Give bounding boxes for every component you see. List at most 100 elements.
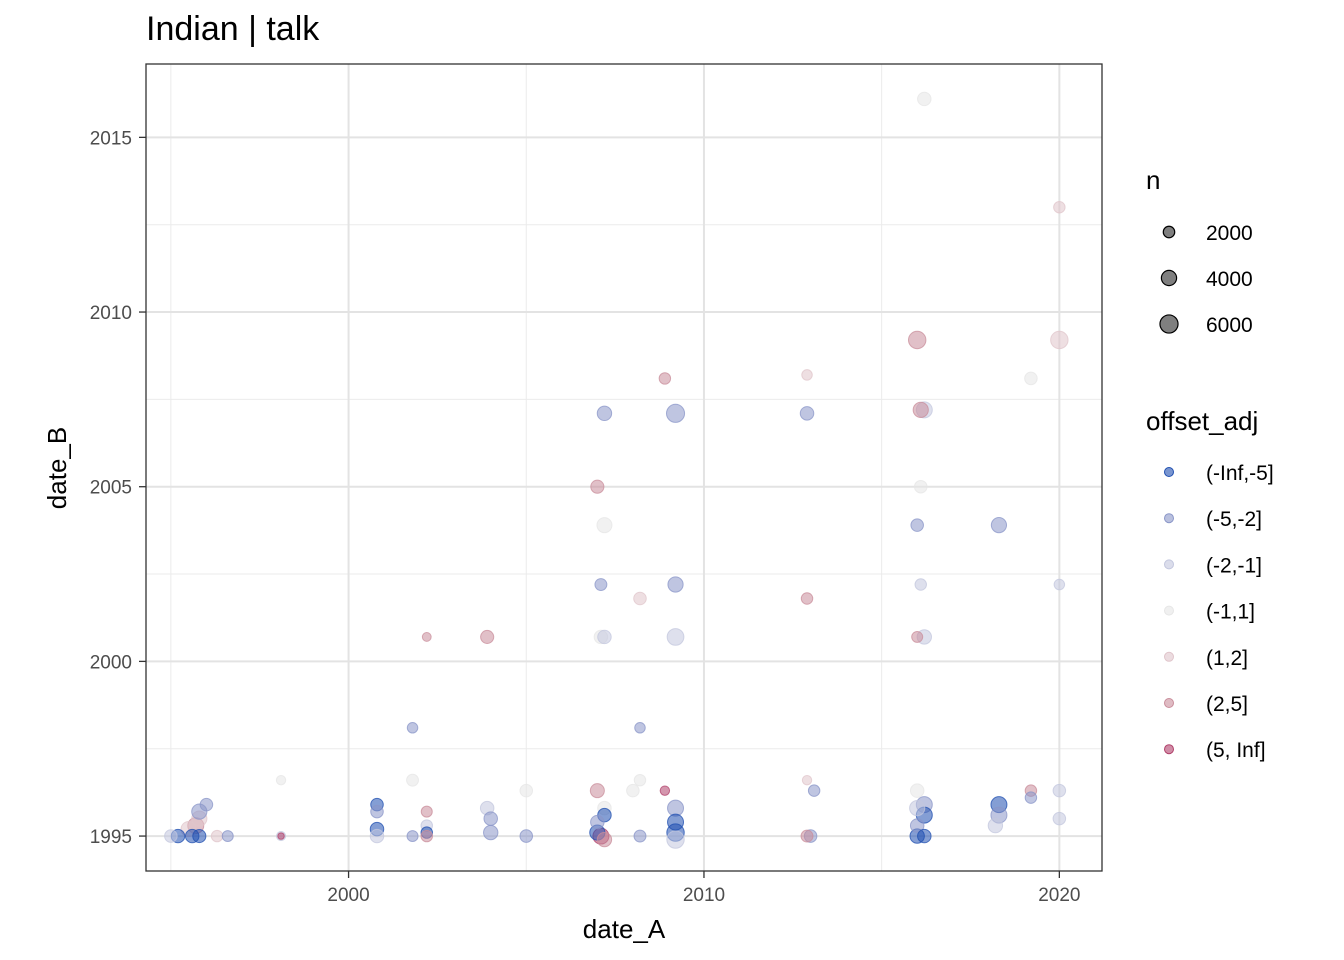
color-legend-label: (-Inf,-5] xyxy=(1206,462,1274,485)
data-point xyxy=(912,401,929,418)
color-legend-label: (5, Inf] xyxy=(1206,739,1266,762)
data-point xyxy=(909,800,926,817)
data-point xyxy=(1050,330,1069,350)
data-points xyxy=(164,91,1069,849)
data-point xyxy=(909,818,925,833)
y-tick-label: 1995 xyxy=(90,827,132,848)
color-legend-label: (-5,-2] xyxy=(1206,508,1262,531)
data-point xyxy=(666,628,685,646)
y-tick-label: 2015 xyxy=(90,128,132,149)
data-point xyxy=(633,591,647,606)
x-axis-title: date_A xyxy=(583,914,666,944)
data-point xyxy=(275,774,287,786)
data-point xyxy=(589,783,605,799)
data-point xyxy=(801,369,813,381)
data-point xyxy=(483,824,499,841)
data-point xyxy=(799,406,815,421)
color-legend-label: (2,5] xyxy=(1206,693,1248,716)
data-point xyxy=(1053,201,1066,214)
size-legend-label: 2000 xyxy=(1206,222,1253,245)
data-point xyxy=(519,783,534,798)
data-point xyxy=(914,578,927,591)
color-legend-key xyxy=(1164,467,1174,477)
color-legend: offset_adj (-Inf,-5] (-5,-2] (-2,-1] (-1,1]… xyxy=(1146,406,1274,762)
color-legend-key xyxy=(1164,513,1174,524)
data-point xyxy=(596,831,613,848)
data-point xyxy=(480,629,495,644)
data-point xyxy=(1052,811,1067,826)
color-legend-title: offset_adj xyxy=(1146,406,1258,436)
color-legend-key xyxy=(1164,605,1174,616)
data-point xyxy=(483,811,498,826)
y-tick-label: 2000 xyxy=(90,652,132,673)
color-legend-label: (-1,1] xyxy=(1206,601,1255,624)
data-point xyxy=(987,817,1004,834)
color-legend-key xyxy=(1164,698,1174,708)
data-point xyxy=(1024,791,1038,804)
color-legend-key xyxy=(1164,651,1174,662)
plot-border xyxy=(145,63,1103,872)
size-legend-label: 6000 xyxy=(1206,314,1253,337)
data-point xyxy=(590,814,605,830)
data-point xyxy=(800,829,814,843)
data-point xyxy=(370,804,384,819)
size-legend: n 2000 4000 6000 xyxy=(1146,165,1253,337)
x-tick-label: 2020 xyxy=(1038,885,1080,906)
data-point xyxy=(807,784,821,797)
data-point xyxy=(1052,783,1067,798)
data-point xyxy=(406,830,419,843)
data-point xyxy=(800,592,814,605)
data-point xyxy=(420,829,433,843)
size-legend-key xyxy=(1160,269,1178,287)
data-point xyxy=(666,830,685,849)
size-legend-key xyxy=(1159,314,1179,334)
data-point xyxy=(633,773,647,787)
data-point xyxy=(910,518,924,532)
data-point xyxy=(634,722,646,734)
data-point xyxy=(633,829,647,843)
data-point xyxy=(596,517,613,534)
data-point xyxy=(164,829,178,843)
color-legend-key xyxy=(1164,744,1174,755)
data-point xyxy=(1024,371,1038,386)
data-point xyxy=(990,517,1008,534)
data-point xyxy=(626,783,640,798)
plot-panel xyxy=(146,64,1102,871)
data-point xyxy=(667,813,685,831)
data-point xyxy=(801,774,813,786)
x-tick-label: 2000 xyxy=(327,885,369,906)
data-point xyxy=(597,629,612,645)
data-point xyxy=(277,832,285,840)
x-axis-ticks: 2000 2010 2020 xyxy=(327,871,1080,906)
data-point xyxy=(421,632,432,642)
y-axis-ticks: 1995 2000 2005 2010 2015 xyxy=(90,128,146,848)
data-point xyxy=(667,576,684,593)
data-point xyxy=(917,828,932,844)
data-point xyxy=(369,828,385,844)
data-point xyxy=(917,91,932,107)
color-legend-label: (1,2] xyxy=(1206,647,1248,670)
data-point xyxy=(658,372,672,385)
data-point xyxy=(420,805,433,818)
data-point xyxy=(1053,578,1066,591)
data-point xyxy=(221,830,234,843)
data-point xyxy=(406,773,419,787)
data-point xyxy=(519,829,534,843)
y-axis-title: date_B xyxy=(42,427,72,509)
y-tick-label: 2010 xyxy=(90,303,132,324)
data-point xyxy=(406,722,419,734)
data-point xyxy=(199,797,214,812)
data-point xyxy=(911,630,924,643)
size-legend-key xyxy=(1162,225,1176,239)
data-point xyxy=(913,479,928,494)
data-point xyxy=(907,330,927,350)
data-point xyxy=(594,578,608,591)
x-tick-label: 2010 xyxy=(683,885,725,906)
grid-lines xyxy=(146,64,1102,871)
data-point xyxy=(659,785,671,796)
color-legend-key xyxy=(1164,559,1174,570)
data-point xyxy=(192,829,207,844)
chart-title: Indian | talk xyxy=(146,10,320,48)
data-point xyxy=(596,405,613,422)
